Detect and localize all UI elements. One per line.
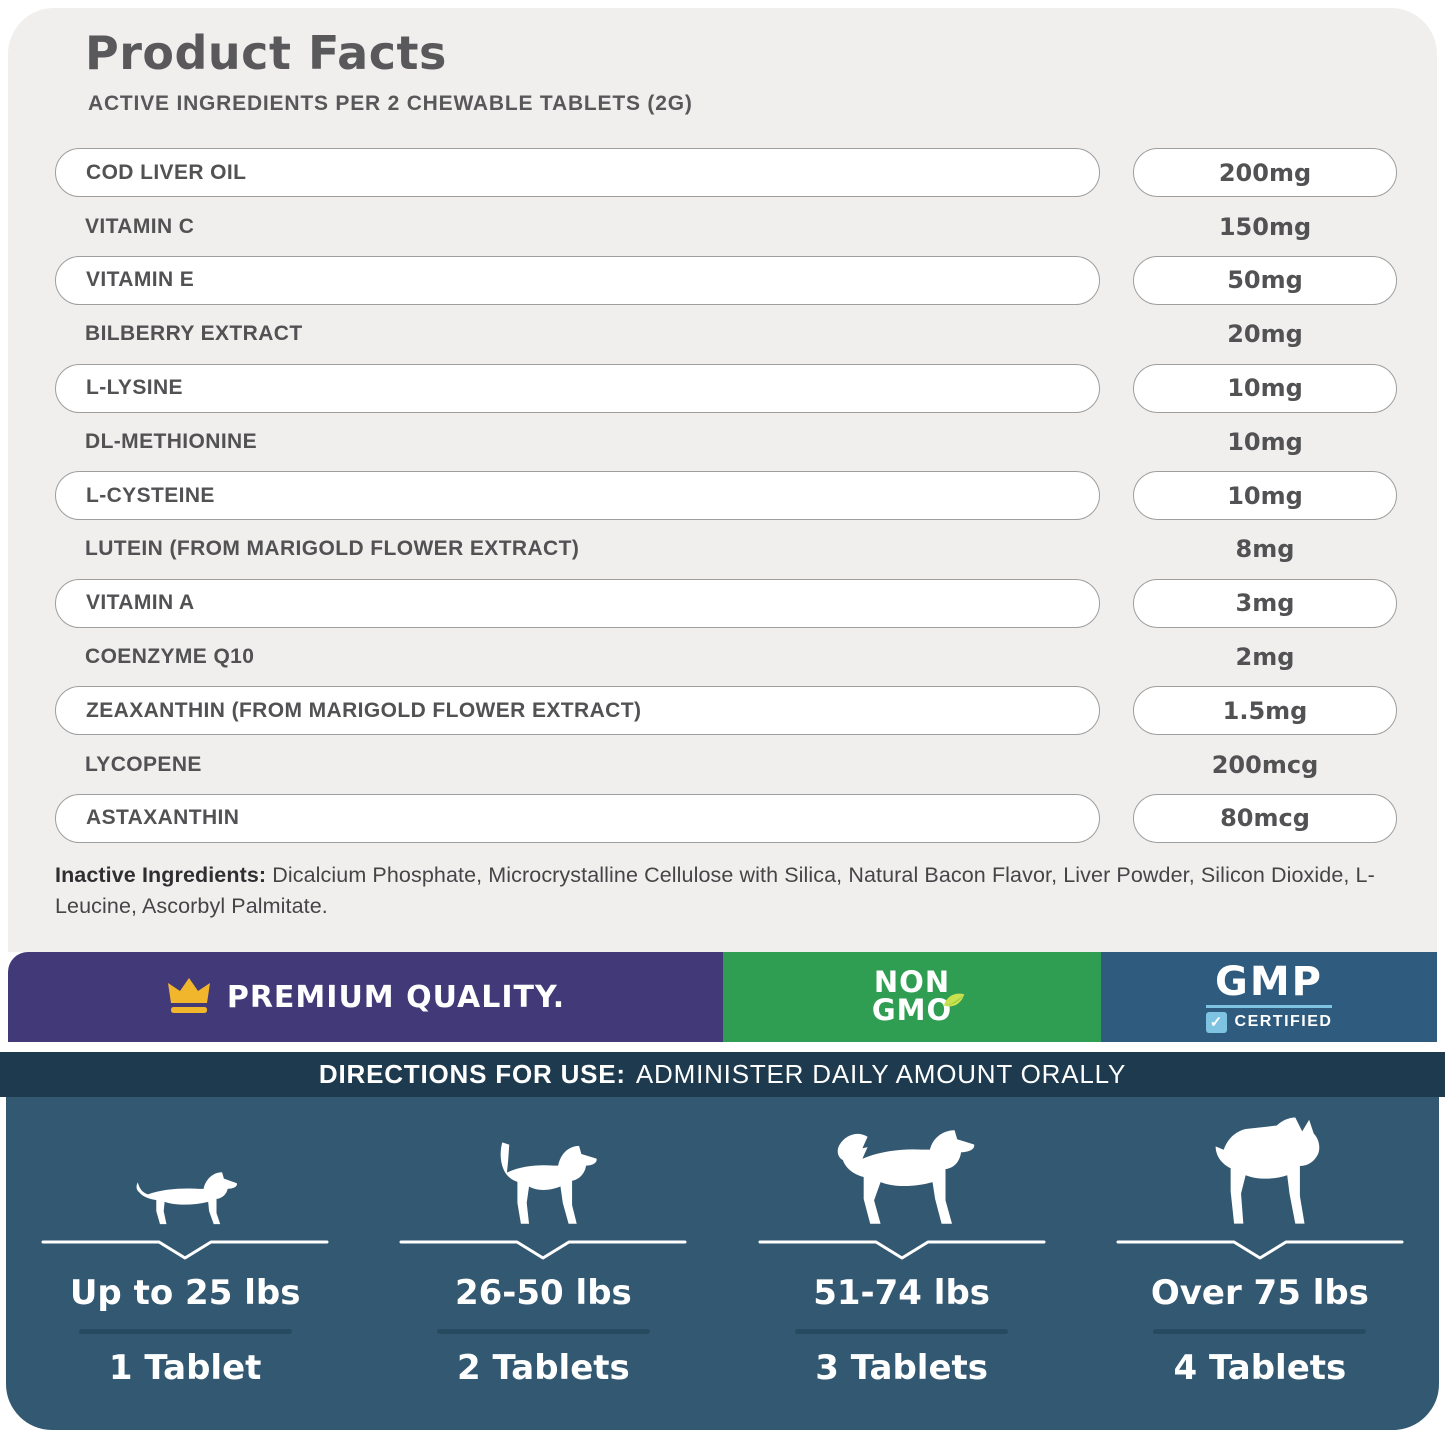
tablet-count: 1 Tablet xyxy=(108,1348,262,1388)
ingredient-name: LUTEIN (FROM MARIGOLD FLOWER EXTRACT) xyxy=(85,537,580,561)
premium-quality-label: PREMIUM QUALITY. xyxy=(226,979,566,1015)
ingredient-amount: 10mg xyxy=(1133,363,1397,413)
page-title: Product Facts xyxy=(85,26,447,80)
gmp-label: GMP xyxy=(1215,958,1323,1005)
pointer-bracket xyxy=(399,1240,687,1260)
medium-dog-icon xyxy=(486,1115,600,1225)
table-row: L-LYSINE 10mg xyxy=(55,361,1400,415)
dosage-column-medium: 26-50 lbs 2 Tablets xyxy=(364,1097,722,1430)
ingredient-amount: 200mcg xyxy=(1211,750,1319,779)
ingredient-name: L-LYSINE xyxy=(55,363,1100,413)
table-row: DL-METHIONINE 10mg xyxy=(55,415,1400,469)
ingredient-name: COD LIVER OIL xyxy=(55,148,1100,198)
table-row: LUTEIN (FROM MARIGOLD FLOWER EXTRACT) 8m… xyxy=(55,523,1400,577)
inactive-ingredients-text: Dicalcium Phosphate, Microcrystalline Ce… xyxy=(55,863,1375,918)
table-row: ZEAXANTHIN (FROM MARIGOLD FLOWER EXTRACT… xyxy=(55,684,1400,738)
ingredient-name: BILBERRY EXTRACT xyxy=(85,322,303,346)
non-gmo-line2-gm: GM xyxy=(871,993,927,1027)
retriever-dog-icon xyxy=(826,1115,978,1225)
inactive-ingredients-label: Inactive Ingredients: xyxy=(55,863,267,887)
tablet-count: 3 Tablets xyxy=(815,1348,989,1388)
dosage-column-xlarge: Over 75 lbs 4 Tablets xyxy=(1081,1097,1439,1430)
table-row: ASTAXANTHIN 80mcg xyxy=(55,792,1400,846)
ingredient-amount: 200mg xyxy=(1133,148,1397,198)
ingredient-name: L-CYSTEINE xyxy=(55,471,1100,521)
table-row: VITAMIN C 150mg xyxy=(55,200,1400,254)
weight-range: Over 75 lbs xyxy=(1150,1273,1369,1313)
inactive-ingredients: Inactive Ingredients: Dicalcium Phosphat… xyxy=(55,860,1403,921)
column-divider xyxy=(436,1329,650,1334)
directions-header: DIRECTIONS FOR USE: ADMINISTER DAILY AMO… xyxy=(0,1052,1445,1097)
tablet-count: 2 Tablets xyxy=(456,1348,630,1388)
ingredient-amount: 150mg xyxy=(1218,212,1312,241)
ingredient-amount: 10mg xyxy=(1133,471,1397,521)
boxer-dog-icon xyxy=(1196,1115,1323,1225)
ingredient-name: VITAMIN C xyxy=(85,214,195,238)
column-divider xyxy=(795,1329,1009,1334)
gmp-certified-badge: GMP ✓ CERTIFIED xyxy=(1101,952,1437,1042)
gmp-certified-sub: ✓ CERTIFIED xyxy=(1205,1004,1333,1033)
pointer-bracket xyxy=(758,1240,1046,1260)
ingredient-name: LYCOPENE xyxy=(85,752,202,776)
column-divider xyxy=(1153,1329,1367,1334)
weight-range: 26-50 lbs xyxy=(454,1273,632,1313)
pointer-bracket xyxy=(41,1240,329,1260)
dosage-column-small: Up to 25 lbs 1 Tablet xyxy=(6,1097,364,1430)
badge-row: PREMIUM QUALITY. NON GMO GMP ✓ CERTIFIED xyxy=(8,952,1437,1042)
ingredient-amount: 20mg xyxy=(1227,320,1303,349)
check-icon: ✓ xyxy=(1205,1011,1227,1033)
non-gmo-line1: NON xyxy=(873,965,951,1000)
pointer-bracket xyxy=(1116,1240,1404,1260)
table-row: L-CYSTEINE 10mg xyxy=(55,469,1400,523)
ingredient-amount: 80mcg xyxy=(1133,793,1397,843)
tablet-count: 4 Tablets xyxy=(1173,1348,1347,1388)
ingredient-name: VITAMIN A xyxy=(55,578,1100,628)
ingredient-amount: 1.5mg xyxy=(1133,686,1397,736)
column-divider xyxy=(78,1329,292,1334)
ingredients-table: COD LIVER OIL 200mg VITAMIN C 150mg VITA… xyxy=(55,146,1400,845)
ingredient-name: VITAMIN E xyxy=(55,255,1100,305)
ingredient-amount: 10mg xyxy=(1227,427,1303,456)
directions-label: DIRECTIONS FOR USE: xyxy=(318,1059,626,1089)
non-gmo-label: NON GMO xyxy=(871,968,965,1027)
ingredient-name: COENZYME Q10 xyxy=(85,645,255,669)
dachshund-dog-icon xyxy=(129,1115,241,1225)
table-row: COD LIVER OIL 200mg xyxy=(55,146,1400,200)
ingredient-amount: 2mg xyxy=(1235,643,1295,672)
table-row: COENZYME Q10 2mg xyxy=(55,630,1400,684)
table-row: BILBERRY EXTRACT 20mg xyxy=(55,307,1400,361)
crown-icon xyxy=(166,976,212,1019)
directions-text: ADMINISTER DAILY AMOUNT ORALLY xyxy=(635,1059,1127,1089)
active-ingredients-subtitle: ACTIVE INGREDIENTS PER 2 CHEWABLE TABLET… xyxy=(88,92,693,115)
ingredient-name: DL-METHIONINE xyxy=(85,429,258,453)
weight-range: 51-74 lbs xyxy=(813,1273,991,1313)
ingredient-amount: 50mg xyxy=(1133,255,1397,305)
ingredient-amount: 8mg xyxy=(1235,535,1295,564)
non-gmo-badge: NON GMO xyxy=(723,952,1101,1042)
product-facts-panel: Product Facts ACTIVE INGREDIENTS PER 2 C… xyxy=(8,8,1437,952)
weight-range: Up to 25 lbs xyxy=(69,1273,301,1313)
ingredient-name: ASTAXANTHIN xyxy=(55,793,1100,843)
ingredient-amount: 3mg xyxy=(1133,578,1397,628)
premium-quality-badge: PREMIUM QUALITY. xyxy=(8,952,723,1042)
table-row: VITAMIN A 3mg xyxy=(55,576,1400,630)
table-row: VITAMIN E 50mg xyxy=(55,254,1400,308)
gmp-certified-label: CERTIFIED xyxy=(1234,1013,1333,1030)
table-row: LYCOPENE 200mcg xyxy=(55,738,1400,792)
ingredient-name: ZEAXANTHIN (FROM MARIGOLD FLOWER EXTRACT… xyxy=(55,686,1100,736)
dosage-panel: Up to 25 lbs 1 Tablet 26-50 lbs 2 Tablet… xyxy=(6,1097,1439,1430)
dosage-column-large: 51-74 lbs 3 Tablets xyxy=(723,1097,1081,1430)
